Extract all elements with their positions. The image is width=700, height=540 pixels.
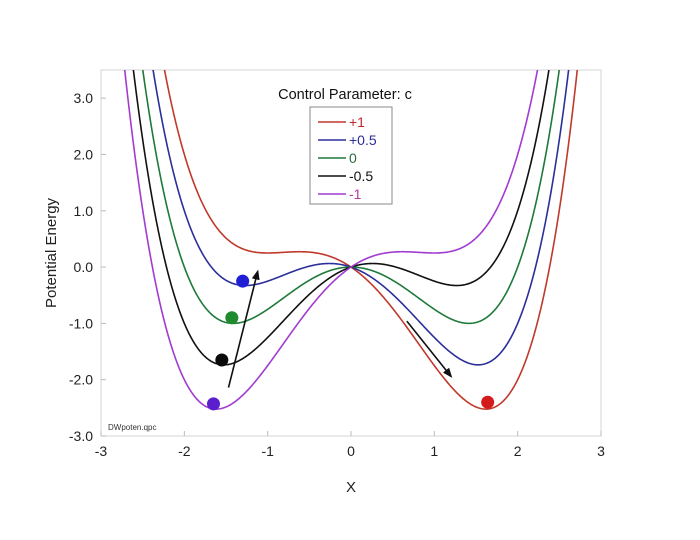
curves: [123, 70, 579, 410]
x-tick-label: 3: [597, 443, 605, 459]
x-tick-label: -2: [178, 443, 191, 459]
x-axis-ticks: -3 -2 -1 0 1 2 3: [95, 431, 605, 459]
curve-c-minus1: [123, 70, 539, 410]
y-tick-label: 0.0: [74, 259, 94, 275]
arrow-annotation: [227, 269, 260, 388]
y-tick-label: 3.0: [74, 90, 94, 106]
legend-label: -0.5: [349, 168, 373, 184]
y-tick-label: -1.0: [69, 315, 93, 331]
legend-label: +1: [349, 114, 365, 130]
data-points: [207, 274, 495, 411]
legend-label: 0: [349, 150, 357, 166]
ball-marker: [215, 353, 229, 367]
legend-label: -1: [349, 186, 362, 202]
x-tick-label: -1: [261, 443, 274, 459]
legend-box: [309, 106, 393, 205]
y-tick-label: -3.0: [69, 428, 93, 444]
arrow-annotation: [406, 320, 453, 378]
x-axis-title: X: [346, 479, 356, 496]
legend: Control Parameter: c +1 +0.5 0 -0.5 -1: [278, 87, 412, 205]
x-tick-label: -3: [95, 443, 108, 459]
ball-marker: [207, 397, 220, 411]
y-axis-ticks: -3.0 -2.0 -1.0 0.0 1.0 2.0 3.0: [69, 90, 106, 444]
ball-marker: [481, 395, 495, 409]
y-tick-label: -2.0: [69, 372, 93, 388]
legend-items: +1 +0.5 0 -0.5 -1: [318, 114, 377, 202]
legend-title: Control Parameter: c: [278, 87, 412, 103]
x-tick-label: 1: [430, 443, 438, 459]
legend-label: +0.5: [349, 132, 377, 148]
ball-marker: [236, 274, 250, 288]
y-tick-label: 2.0: [74, 146, 94, 162]
x-tick-label: 2: [514, 443, 522, 459]
x-tick-label: 0: [347, 443, 355, 459]
source-note: DWpoten.qpc: [108, 423, 156, 432]
ball-marker: [225, 311, 239, 325]
arrows: [227, 269, 453, 388]
y-tick-label: 1.0: [74, 203, 94, 219]
y-axis-title: Potential Energy: [43, 197, 60, 308]
